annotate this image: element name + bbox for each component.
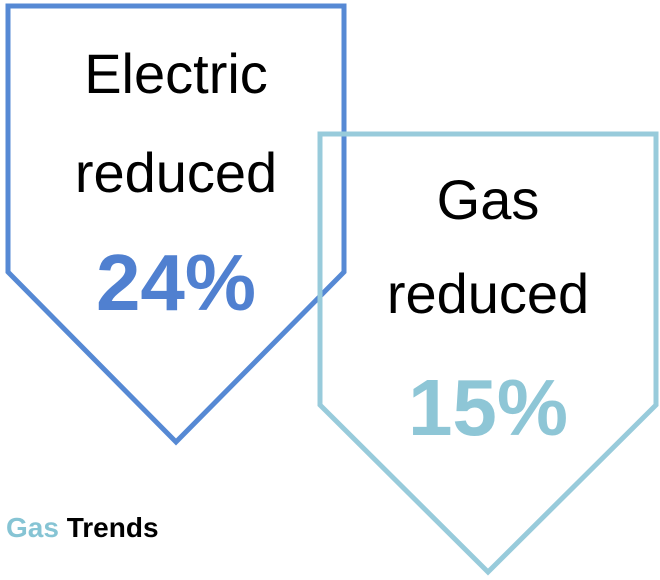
electric-reduction-value: 24% — [95, 238, 257, 327]
gas-arrow-shape — [317, 131, 659, 576]
electric-arrow-shape — [5, 3, 347, 446]
caption: Gas Trends — [6, 512, 159, 544]
electric-title-line-1: Electric — [84, 42, 268, 105]
gas-title-line-2: reduced — [386, 262, 590, 325]
caption-word-gas: Gas — [6, 512, 59, 543]
electric-title-line-2: reduced — [74, 141, 278, 204]
caption-word-trends: Trends — [66, 512, 159, 543]
gas-title-line-1: Gas — [436, 168, 540, 231]
gas-reduction-value: 15% — [407, 363, 569, 452]
